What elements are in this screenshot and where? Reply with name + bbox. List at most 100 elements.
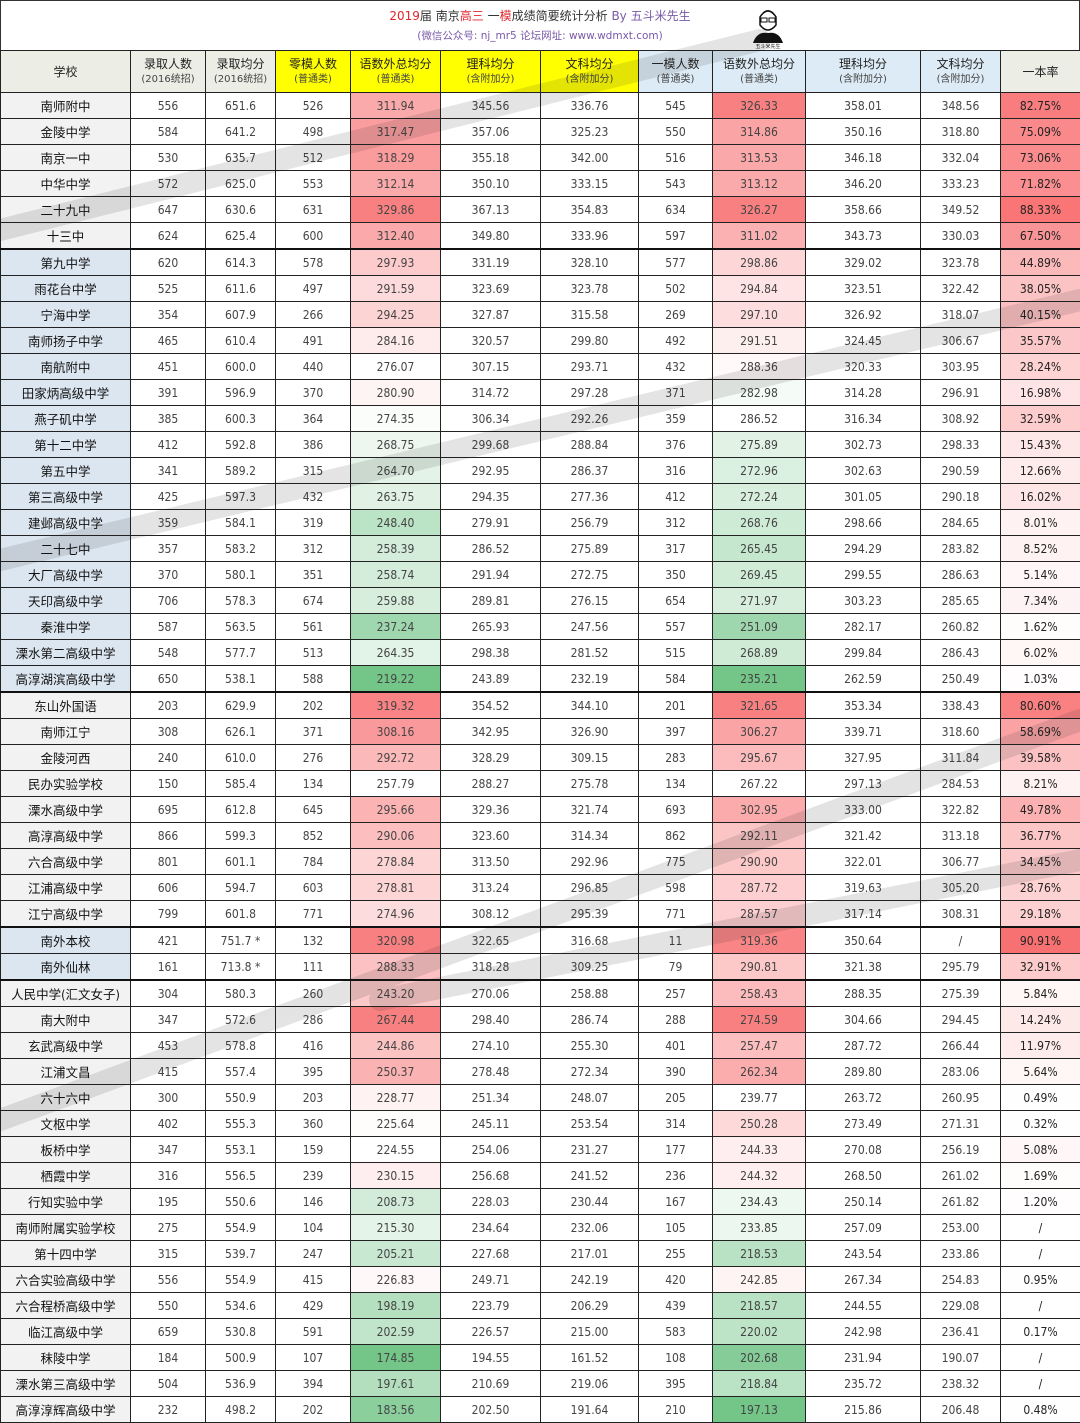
mock0-science-avg: 306.34 — [441, 406, 541, 432]
tier1-rate: 35.57% — [1001, 328, 1080, 354]
school-name: 溧水第三高级中学 — [1, 1371, 131, 1397]
mock0-arts-avg: 241.52 — [541, 1163, 639, 1189]
tier1-rate: / — [1001, 1293, 1080, 1319]
mock0-count: 371 — [276, 719, 351, 745]
column-header-sublabel: (普通类) — [351, 72, 440, 88]
mock0-arts-avg: 247.56 — [541, 614, 639, 640]
mock0-count: 771 — [276, 901, 351, 928]
mock1-count: 597 — [639, 223, 713, 250]
mock1-core-avg: 239.77 — [713, 1085, 806, 1111]
mock0-arts-avg: 256.79 — [541, 510, 639, 536]
mock0-count: 286 — [276, 1007, 351, 1033]
mock0-core-avg: 263.75 — [351, 484, 441, 510]
title-area: 2019届 南京高三 一模成绩简要统计分析 By 五斗米先生 (微信公众号: n… — [0, 0, 1080, 50]
mock0-science-avg: 234.64 — [441, 1215, 541, 1241]
tier1-rate: 5.14% — [1001, 562, 1080, 588]
mock1-core-avg: 233.85 — [713, 1215, 806, 1241]
mock1-core-avg: 290.81 — [713, 954, 806, 981]
admit-avg: 612.8 — [206, 797, 276, 823]
mock1-science-avg: 323.51 — [806, 276, 921, 302]
mock1-science-avg: 287.72 — [806, 1033, 921, 1059]
mock1-science-avg: 263.72 — [806, 1085, 921, 1111]
svg-text:五斗米先生: 五斗米先生 — [755, 43, 780, 49]
school-name: 天印高级中学 — [1, 588, 131, 614]
mock0-core-avg: 312.14 — [351, 171, 441, 197]
mock1-science-avg: 350.64 — [806, 927, 921, 954]
mock1-science-avg: 339.71 — [806, 719, 921, 745]
mock0-science-avg: 329.36 — [441, 797, 541, 823]
mock1-arts-avg: 306.77 — [921, 849, 1001, 875]
admit-count: 556 — [131, 93, 206, 119]
tier1-rate: 5.08% — [1001, 1137, 1080, 1163]
admit-count: 453 — [131, 1033, 206, 1059]
mock1-core-avg: 265.45 — [713, 536, 806, 562]
mock0-count: 386 — [276, 432, 351, 458]
mock0-arts-avg: 230.44 — [541, 1189, 639, 1215]
tier1-rate: 82.75% — [1001, 93, 1080, 119]
column-header: 语数外总均分(普通类) — [713, 51, 806, 93]
mock0-arts-avg: 232.19 — [541, 666, 639, 693]
mock0-core-avg: 264.70 — [351, 458, 441, 484]
mock1-arts-avg: 261.02 — [921, 1163, 1001, 1189]
mock0-science-avg: 323.60 — [441, 823, 541, 849]
school-name: 第五中学 — [1, 458, 131, 484]
mock1-core-avg: 268.89 — [713, 640, 806, 666]
admit-avg: 539.7 — [206, 1241, 276, 1267]
tier1-rate: 7.34% — [1001, 588, 1080, 614]
report-subtitle: (微信公众号: nj_mr5 论坛网址: www.wdmxt.com) — [1, 28, 1079, 43]
tier1-rate: 90.91% — [1001, 927, 1080, 954]
admit-count: 316 — [131, 1163, 206, 1189]
admit-avg: 601.8 — [206, 901, 276, 928]
mock1-arts-avg: 284.65 — [921, 510, 1001, 536]
mock0-science-avg: 278.48 — [441, 1059, 541, 1085]
mock0-core-avg: 228.77 — [351, 1085, 441, 1111]
mock0-arts-avg: 272.75 — [541, 562, 639, 588]
mock1-arts-avg: 323.78 — [921, 249, 1001, 276]
mock0-count: 491 — [276, 328, 351, 354]
mock1-science-avg: 297.13 — [806, 771, 921, 797]
admit-count: 451 — [131, 354, 206, 380]
mock1-arts-avg: 294.45 — [921, 1007, 1001, 1033]
school-name: 秣陵中学 — [1, 1345, 131, 1371]
admit-count: 525 — [131, 276, 206, 302]
title-part: 模 — [500, 9, 512, 23]
mock0-count: 360 — [276, 1111, 351, 1137]
mock1-count: 314 — [639, 1111, 713, 1137]
school-name: 第十四中学 — [1, 1241, 131, 1267]
mock1-arts-avg: 261.82 — [921, 1189, 1001, 1215]
school-name: 临江高级中学 — [1, 1319, 131, 1345]
mock0-science-avg: 194.55 — [441, 1345, 541, 1371]
header-row: 学校录取人数(2016统招)录取均分(2016统招)零模人数(普通类)语数外总均… — [1, 51, 1080, 93]
mock0-arts-avg: 215.00 — [541, 1319, 639, 1345]
mock0-count: 645 — [276, 797, 351, 823]
admit-avg: 580.1 — [206, 562, 276, 588]
mock0-core-avg: 290.06 — [351, 823, 441, 849]
title-part: 届 南京 — [420, 9, 460, 23]
admit-count: 391 — [131, 380, 206, 406]
mock0-arts-avg: 342.00 — [541, 145, 639, 171]
tier1-rate: 15.43% — [1001, 432, 1080, 458]
mock0-science-avg: 349.80 — [441, 223, 541, 250]
mock0-count: 146 — [276, 1189, 351, 1215]
column-header: 理科均分(含附加分) — [806, 51, 921, 93]
admit-avg: 584.1 — [206, 510, 276, 536]
mock0-core-avg: 274.35 — [351, 406, 441, 432]
mock1-count: 502 — [639, 276, 713, 302]
tier1-rate: 0.17% — [1001, 1319, 1080, 1345]
admit-avg: 583.2 — [206, 536, 276, 562]
mock1-count: 288 — [639, 1007, 713, 1033]
mock1-core-avg: 267.22 — [713, 771, 806, 797]
tier1-rate: 8.52% — [1001, 536, 1080, 562]
column-header-sublabel: (普通类) — [276, 72, 350, 88]
column-header-label: 语数外总均分 — [359, 57, 431, 71]
mock1-science-avg: 243.54 — [806, 1241, 921, 1267]
mock1-core-avg: 234.43 — [713, 1189, 806, 1215]
school-name: 第九中学 — [1, 249, 131, 276]
tier1-rate: 71.82% — [1001, 171, 1080, 197]
mock0-arts-avg: 232.06 — [541, 1215, 639, 1241]
mock0-count: 132 — [276, 927, 351, 954]
